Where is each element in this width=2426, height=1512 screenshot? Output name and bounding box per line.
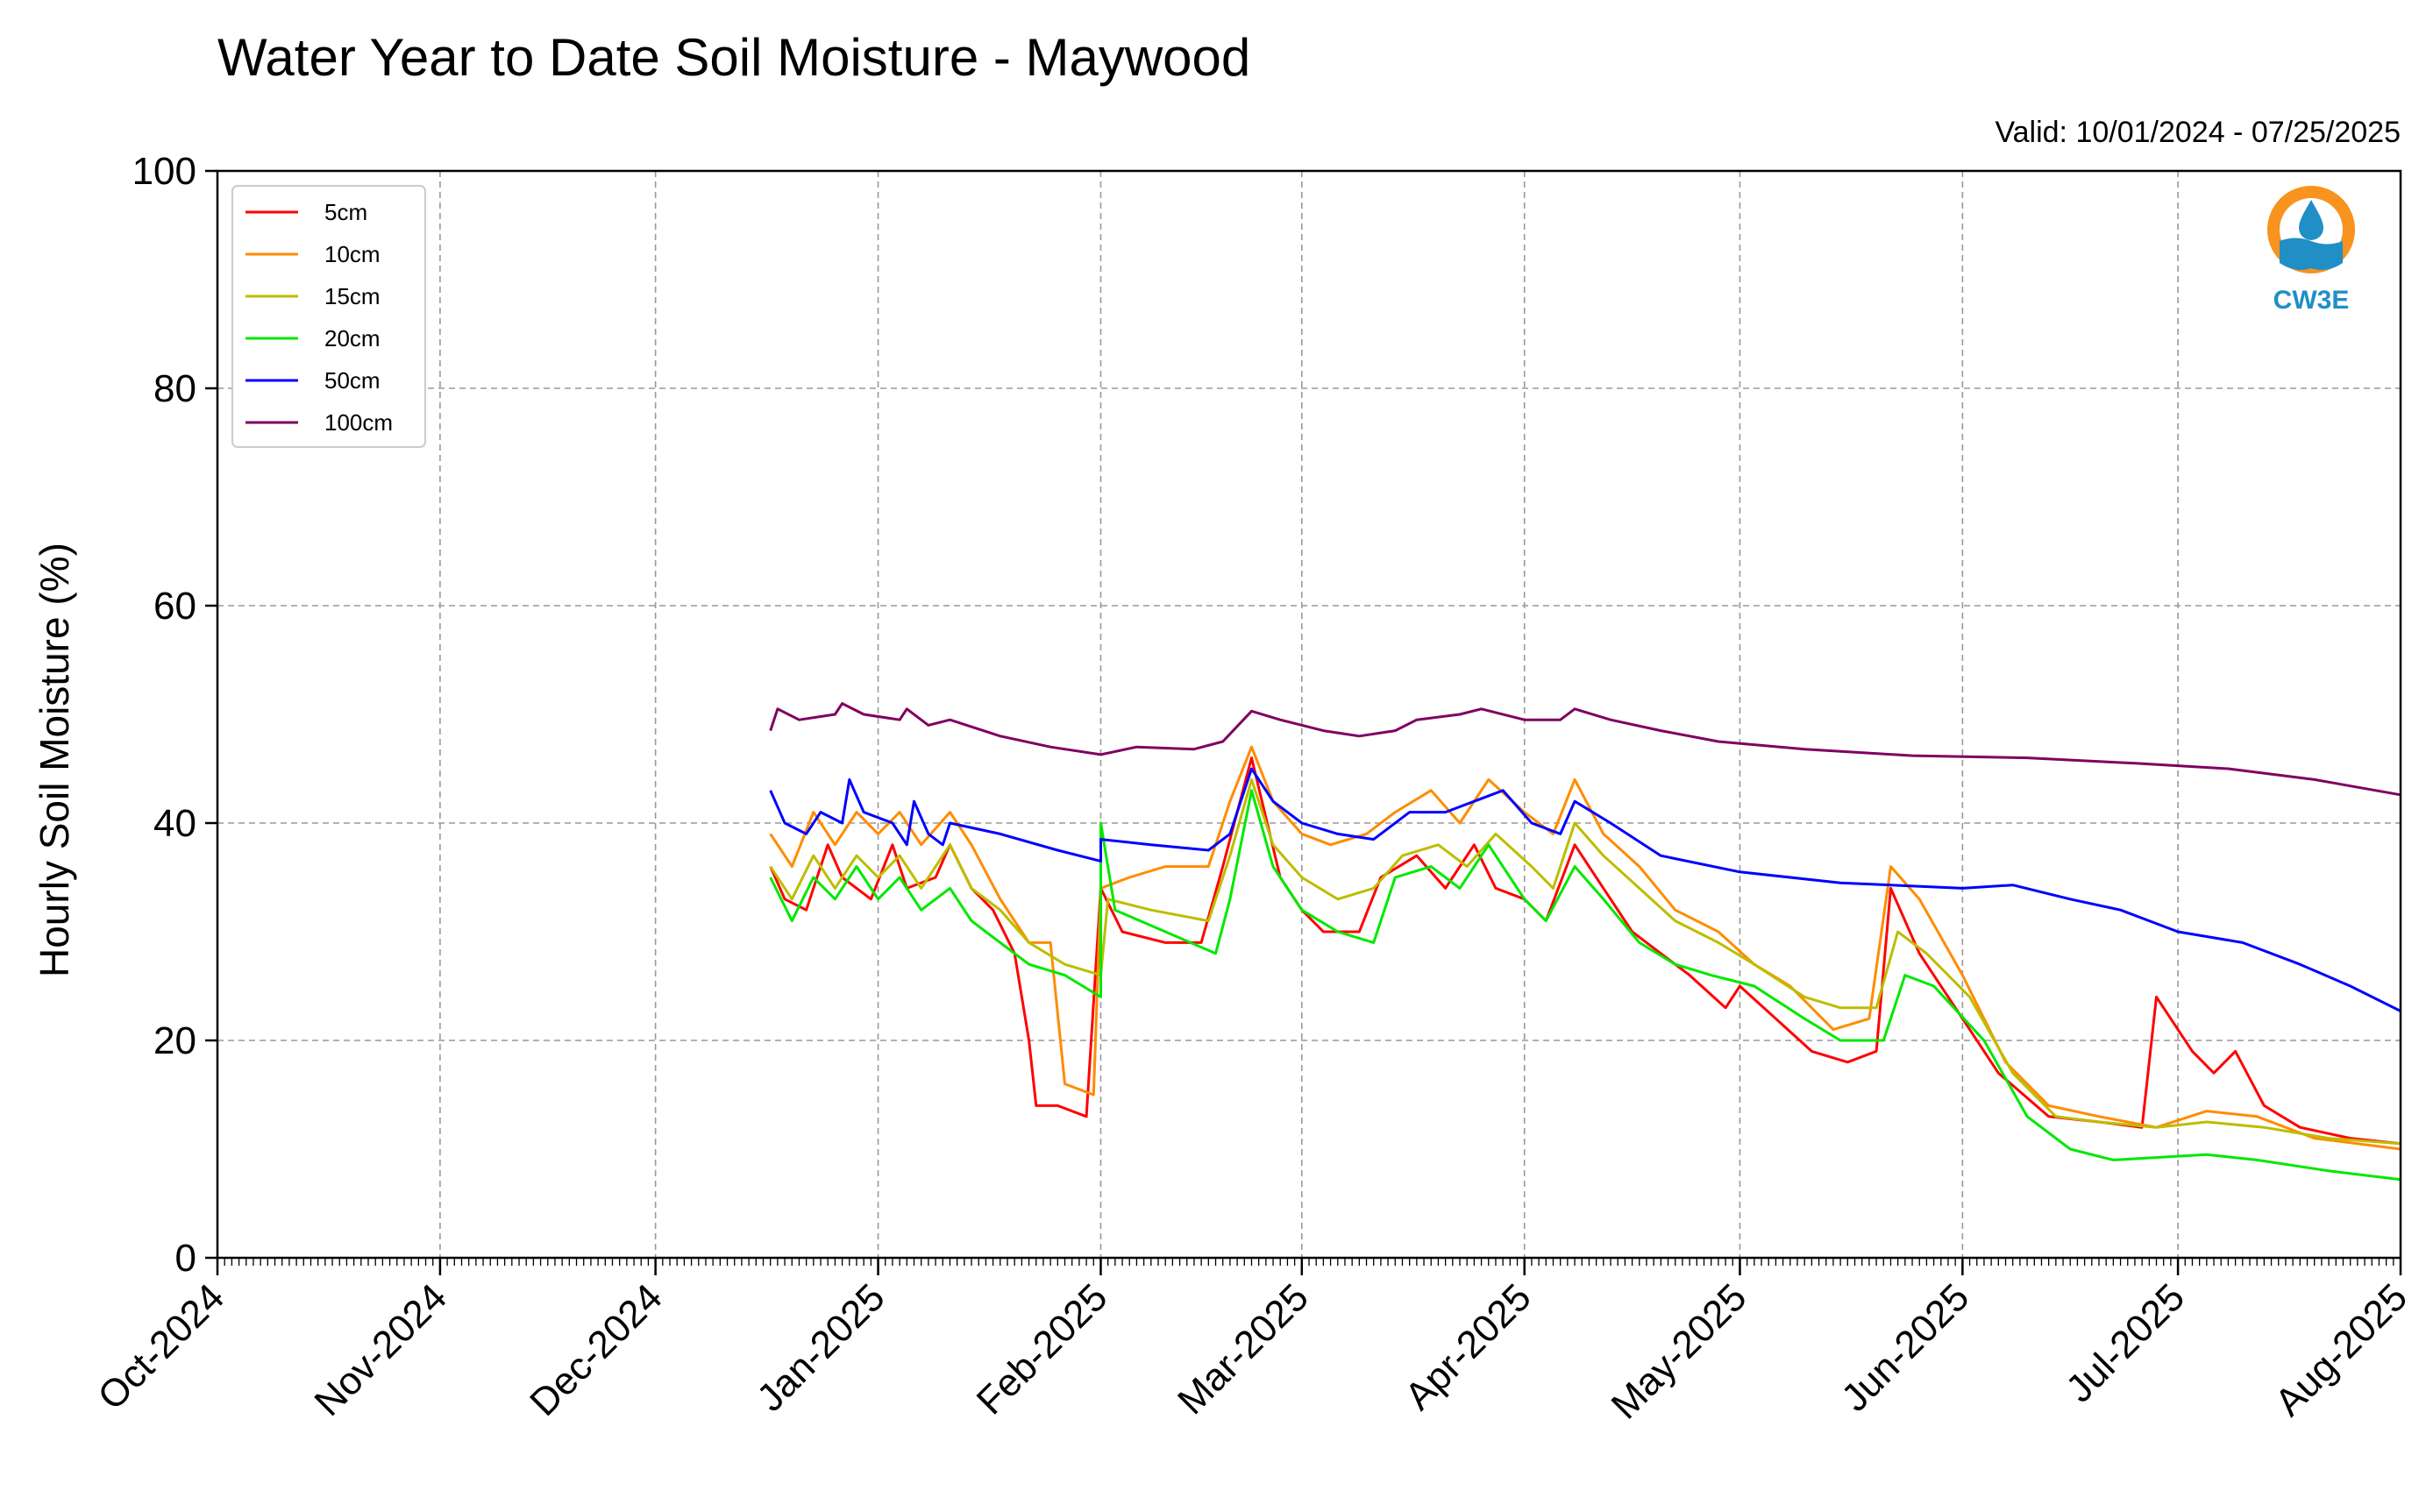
legend-label-100cm: 100cm (324, 409, 393, 436)
series-line-5cm (769, 756, 2401, 1146)
cw3e-logo: CW3E (2267, 186, 2355, 315)
x-tick-label: Jul-2025 (2058, 1275, 2193, 1410)
y-tick-label: 0 (175, 1237, 196, 1280)
grid-lines (217, 171, 2401, 1258)
legend-label-10cm: 10cm (324, 241, 381, 267)
x-tick-label: Apr-2025 (1397, 1275, 1540, 1418)
legend: 5cm 10cm 15cm 20cm 50cm 100cm (231, 185, 426, 448)
logo-text: CW3E (2273, 286, 2350, 315)
legend-label-15cm: 15cm (324, 283, 381, 309)
series-line-20cm (769, 789, 2401, 1182)
x-tick-label: Jun-2025 (1833, 1275, 1977, 1419)
x-tick-label: Nov-2024 (306, 1275, 455, 1424)
logo-drop-icon (2299, 200, 2323, 240)
y-tick-label: 100 (132, 150, 196, 193)
logo-wave-icon (2280, 238, 2343, 270)
legend-label-20cm: 20cm (324, 325, 381, 351)
series-line-100cm (769, 702, 2401, 797)
plot-frame (216, 169, 2402, 1260)
x-tick-label: Jan-2025 (749, 1275, 893, 1419)
series-layer (769, 702, 2401, 1182)
y-tick-label: 80 (153, 367, 196, 410)
x-tick-label: May-2025 (1604, 1275, 1755, 1427)
x-tick-label: Mar-2025 (1170, 1275, 1317, 1423)
series-line-15cm (769, 777, 2401, 1146)
series-line-10cm (769, 745, 2401, 1151)
axis-ticks: 0 20 40 60 80 100 Oct-2024 Nov-2024 Dec-2024 Jan-… (89, 150, 2415, 1427)
y-tick-label: 60 (153, 585, 196, 628)
x-tick-label: Oct-2024 (89, 1275, 232, 1418)
chart-title: Water Year to Date Soil Moisture - Maywo… (217, 28, 1250, 87)
y-tick-label: 40 (153, 802, 196, 845)
y-axis-label: Hourly Soil Moisture (%) (32, 543, 77, 977)
x-tick-label: Dec-2024 (522, 1275, 671, 1424)
chart-subtitle: Valid: 10/01/2024 - 07/25/2025 (1995, 116, 2401, 149)
x-tick-label: Aug-2025 (2266, 1275, 2415, 1424)
x-tick-label: Feb-2025 (969, 1275, 1116, 1423)
y-tick-label: 20 (153, 1019, 196, 1062)
legend-label-5cm: 5cm (324, 199, 367, 225)
legend-label-50cm: 50cm (324, 367, 381, 394)
series-line-50cm (769, 767, 2401, 1012)
